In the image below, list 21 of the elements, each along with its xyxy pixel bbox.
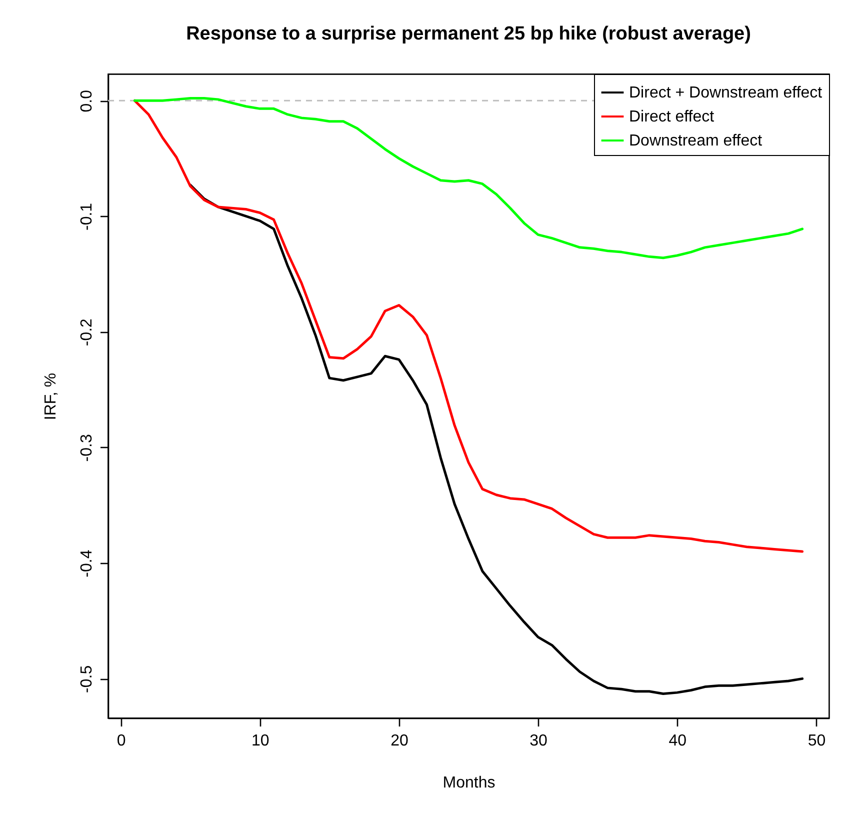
y-tick-label: -0.5 — [78, 665, 96, 693]
x-tick-label: 40 — [668, 732, 687, 750]
chart-title: Response to a surprise permanent 25 bp hike (robust average) — [186, 24, 751, 44]
y-tick-label: -0.2 — [78, 318, 96, 346]
x-tick-label: 50 — [808, 732, 826, 750]
x-tick-label: 30 — [530, 732, 548, 750]
legend-label: Direct effect — [629, 108, 715, 126]
line-series — [133, 99, 804, 553]
line-series — [189, 184, 804, 695]
y-tick-label: -0.4 — [78, 550, 96, 578]
y-tick-label: -0.1 — [78, 202, 96, 230]
x-tick-label: 0 — [116, 732, 126, 750]
x-tick-label: 20 — [390, 732, 408, 750]
y-tick-label: 0.0 — [78, 90, 96, 112]
legend-label: Direct + Downstream effect — [629, 84, 823, 102]
y-axis-title: IRF, % — [42, 372, 60, 420]
legend-label: Downstream effect — [629, 132, 763, 150]
y-tick-label: -0.3 — [78, 434, 96, 462]
line-series — [133, 97, 804, 260]
x-tick-label: 10 — [251, 732, 270, 750]
x-axis-title: Months — [442, 774, 496, 792]
